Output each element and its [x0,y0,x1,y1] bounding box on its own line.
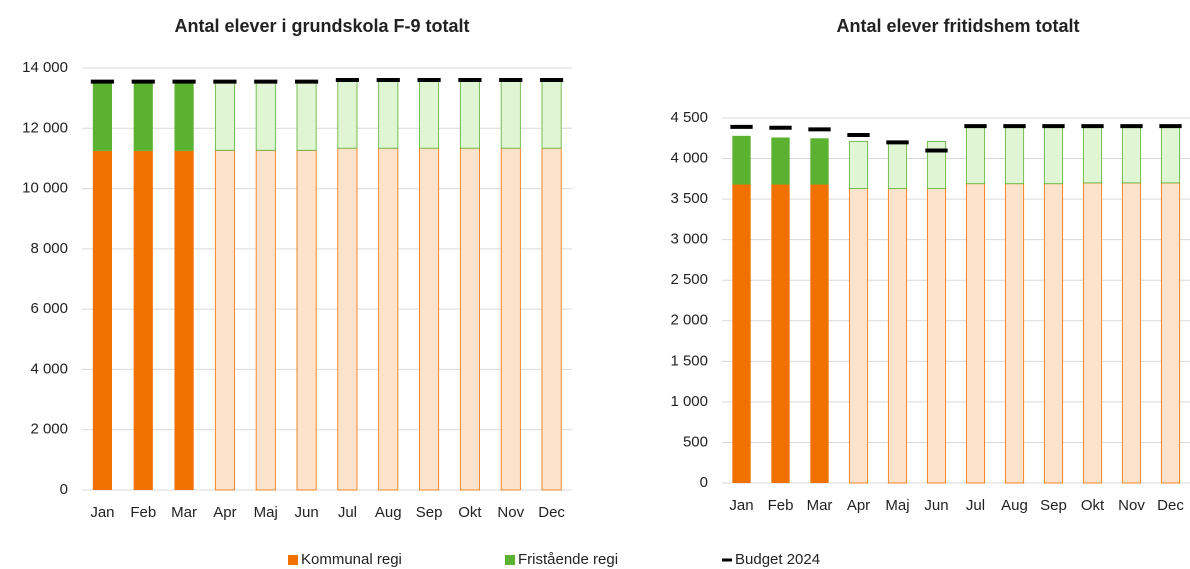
bar-segment [296,82,317,151]
x-tick-label: Aug [1001,497,1028,514]
legend-label: Kommunal regi [301,551,402,568]
bar-segment [1160,182,1181,484]
bar-segment [810,138,829,185]
x-tick-label: Sep [416,504,443,521]
bar-segment [174,150,194,490]
bar-segment [887,188,908,484]
bar-segment [214,149,235,491]
x-tick-label: Apr [847,497,870,514]
x-tick-label: Jan [90,504,114,521]
x-tick-label: Okt [458,504,482,521]
legend-label: Budget 2024 [735,551,820,568]
bar-segment [296,149,317,491]
y-tick-label: 0 [60,481,68,498]
bar-segment [174,83,194,151]
bar-segment [1043,183,1064,484]
bar-segment [1121,126,1142,184]
y-tick-label: 14 000 [22,59,68,76]
x-tick-label: Dec [538,504,565,521]
bar-segment [378,147,399,491]
bar-segment [965,126,986,185]
y-tick-label: 1 000 [670,393,708,410]
x-tick-label: Jul [338,504,357,521]
bar-segment [1160,126,1181,184]
bar-segment [848,141,869,189]
bar-segment [1121,182,1142,484]
bar-segment [255,149,276,491]
x-tick-label: Mar [807,497,833,514]
bar-segment [771,184,790,483]
y-tick-label: 8 000 [30,240,68,257]
bar-segment [419,147,440,491]
x-tick-label: Apr [213,504,236,521]
y-tick-label: 12 000 [22,119,68,136]
bar-segment [732,135,751,185]
y-tick-label: 1 500 [670,352,708,369]
x-tick-label: Maj [254,504,278,521]
x-tick-label: Okt [1081,497,1105,514]
bar-segment [810,184,829,483]
y-tick-label: 4 000 [670,150,708,167]
x-tick-label: Jun [924,497,948,514]
x-tick-label: Maj [885,497,909,514]
bar-segment [459,147,480,491]
bar-segment [771,137,790,185]
chart-title: Antal elever fritidshem totalt [836,16,1079,36]
y-tick-label: 6 000 [30,300,68,317]
legend-swatch [505,555,515,565]
x-tick-label: Nov [1118,497,1145,514]
y-tick-label: 2 500 [670,271,708,288]
x-tick-label: Feb [768,497,794,514]
bar-segment [541,147,562,491]
bar-segment [255,82,276,151]
x-tick-label: Nov [497,504,524,521]
x-tick-label: Aug [375,504,402,521]
bar-segment [1082,182,1103,484]
x-tick-label: Feb [130,504,156,521]
bar-segment [337,147,358,491]
bar-segment [500,81,521,149]
legend-swatch [288,555,298,565]
bar-segment [337,81,358,149]
bar-segment [887,141,908,189]
bar-segment [419,81,440,149]
bar-segment [848,188,869,484]
x-tick-label: Jul [966,497,985,514]
x-tick-label: Mar [171,504,197,521]
chart-title: Antal elever i grundskola F-9 totalt [174,16,469,36]
bar-segment [500,147,521,491]
bar-segment [1004,126,1025,185]
y-tick-label: 4 000 [30,360,68,377]
legend-label: Fristående regi [518,551,618,568]
bar-segment [965,183,986,484]
bar-segment [133,83,153,151]
y-tick-label: 3 500 [670,190,708,207]
bar-segment [92,150,113,490]
bar-segment [459,81,480,149]
bar-segment [1004,183,1025,484]
bar-segment [1043,126,1064,185]
y-tick-label: 3 000 [670,231,708,248]
bar-segment [926,141,947,189]
x-tick-label: Sep [1040,497,1067,514]
bar-segment [1082,126,1103,184]
x-tick-label: Dec [1157,497,1184,514]
bar-segment [378,81,399,149]
bar-segment [214,82,235,151]
y-tick-label: 2 000 [30,421,68,438]
y-tick-label: 0 [700,474,708,491]
y-tick-label: 500 [683,433,708,450]
x-tick-label: Jun [294,504,318,521]
bar-segment [541,81,562,149]
bar-segment [133,150,153,490]
bar-segment [92,83,113,151]
bar-segment [732,184,751,483]
y-tick-label: 4 500 [670,109,708,126]
y-tick-label: 10 000 [22,180,68,197]
bar-segment [926,188,947,484]
x-tick-label: Jan [729,497,753,514]
y-tick-label: 2 000 [670,312,708,329]
